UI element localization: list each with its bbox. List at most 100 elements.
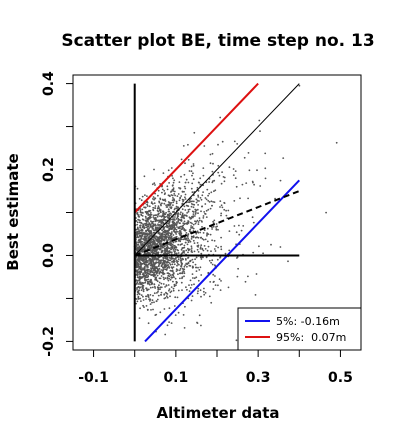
scatter-point: [147, 213, 150, 216]
scatter-point: [167, 201, 170, 203]
scatter-point: [186, 265, 188, 268]
scatter-point: [184, 229, 187, 232]
scatter-point: [179, 233, 182, 236]
scatter-point: [165, 234, 167, 236]
scatter-point: [171, 175, 174, 177]
scatter-point: [193, 277, 196, 280]
scatter-point: [186, 288, 188, 291]
scatter-point: [181, 214, 184, 217]
scatter-point: [151, 271, 154, 274]
scatter-point: [161, 244, 164, 247]
scatter-point: [236, 275, 239, 278]
scatter-point: [168, 307, 171, 310]
scatter-point: [175, 246, 178, 249]
scatter-point: [156, 271, 159, 274]
scatter-point: [147, 278, 150, 281]
scatter-point: [170, 266, 173, 269]
scatter-point: [144, 206, 147, 209]
scatter-point: [168, 238, 171, 241]
scatter-point: [159, 233, 161, 236]
scatter-point: [198, 314, 201, 317]
scatter-point: [155, 239, 158, 242]
scatter-point: [203, 211, 206, 213]
scatter-point: [148, 205, 151, 208]
scatter-point: [171, 218, 174, 221]
scatter-point: [141, 226, 144, 229]
scatter-point: [181, 208, 184, 211]
scatter-point: [147, 293, 149, 296]
scatter-point: [163, 233, 166, 236]
scatter-point: [220, 245, 223, 248]
scatter-point: [164, 277, 167, 280]
scatter-point: [149, 298, 151, 301]
scatter-point: [169, 259, 172, 262]
scatter-point: [183, 220, 186, 223]
scatter-point: [169, 204, 172, 206]
scatter-point: [170, 248, 173, 251]
scatter-point: [195, 256, 198, 259]
scatter-point: [202, 290, 205, 293]
scatter-point: [175, 233, 178, 235]
scatter-point: [146, 229, 149, 232]
scatter-point: [140, 214, 143, 217]
scatter-point: [145, 230, 147, 233]
scatter-point: [175, 252, 178, 255]
scatter-point: [234, 177, 237, 180]
scatter-point: [180, 248, 183, 251]
scatter-point: [184, 264, 187, 266]
scatter-point: [173, 193, 176, 195]
scatter-point: [179, 256, 182, 259]
scatter-point: [234, 170, 237, 173]
scatter-point: [149, 283, 151, 286]
scatter-point: [138, 239, 141, 242]
scatter-point: [185, 232, 188, 234]
scatter-point: [143, 266, 146, 268]
scatter-point: [172, 287, 175, 290]
scatter-point: [136, 212, 139, 214]
scatter-point: [196, 242, 199, 244]
scatter-point: [217, 246, 220, 249]
scatter-point: [149, 281, 152, 284]
scatter-point: [167, 210, 170, 213]
scatter-point: [169, 214, 171, 217]
scatter-point: [152, 308, 154, 311]
legend-box: [237, 307, 362, 351]
scatter-point: [140, 294, 143, 296]
scatter-point: [239, 197, 241, 200]
scatter-point: [220, 212, 223, 215]
scatter-point: [240, 229, 243, 232]
scatter-point: [168, 213, 171, 215]
scatter-point: [189, 221, 192, 224]
scatter-point: [200, 295, 202, 298]
scatter-point: [149, 214, 152, 217]
scatter-point: [166, 260, 169, 263]
scatter-point: [192, 213, 195, 216]
scatter-point: [170, 236, 173, 239]
scatter-point: [161, 262, 164, 265]
scatter-point: [183, 246, 186, 249]
scatter-point: [147, 236, 150, 239]
scatter-point: [181, 243, 184, 245]
scatter-point: [191, 182, 194, 185]
scatter-point: [136, 281, 139, 284]
scatter-point: [172, 204, 174, 207]
scatter-point: [180, 211, 182, 214]
scatter-point: [146, 278, 148, 281]
scatter-point: [147, 282, 150, 285]
scatter-point: [137, 286, 140, 289]
scatter-point: [198, 200, 200, 202]
scatter-point: [191, 226, 194, 228]
scatter-point: [182, 222, 185, 225]
scatter-point: [170, 276, 173, 279]
scatter-point: [143, 261, 145, 263]
scatter-point: [187, 241, 190, 243]
scatter-point: [173, 305, 176, 307]
scatter-point: [153, 182, 156, 185]
scatter-point: [182, 314, 185, 316]
scatter-point: [238, 233, 241, 236]
scatter-point: [161, 218, 164, 221]
scatter-point: [279, 246, 282, 248]
scatter-point: [150, 230, 153, 233]
scatter-point: [183, 185, 186, 188]
scatter-point: [198, 269, 201, 271]
